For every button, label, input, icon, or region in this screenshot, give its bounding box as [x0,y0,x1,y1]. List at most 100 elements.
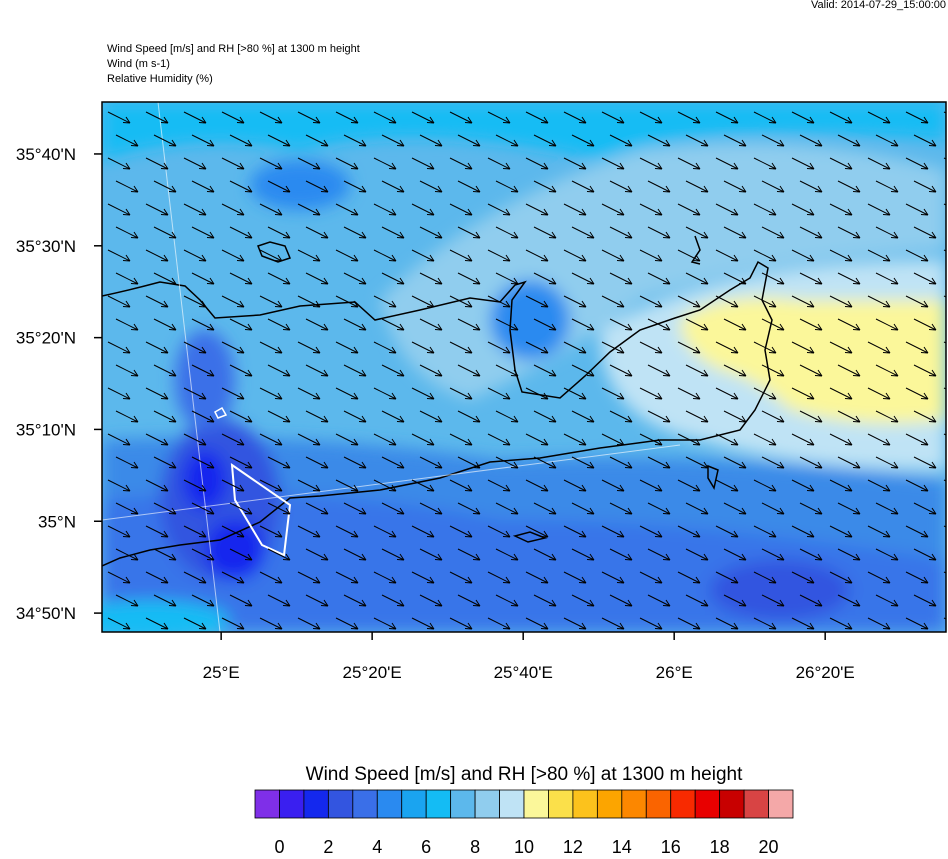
wind-arrow [601,525,625,538]
lon-tick-label: 25°40'E [494,663,553,682]
wind-arrow [715,295,739,308]
lat-tick-label: 35°40'N [16,145,76,164]
wind-arrow [221,157,245,170]
wind-arrow [305,180,329,193]
colorbar-swatch [548,789,574,819]
wind-arrow [533,548,557,561]
wind-arrow [601,203,625,216]
wind-arrow [525,617,549,630]
wind-arrow [875,226,899,239]
wind-arrow [913,318,937,331]
wind-arrow [411,617,435,630]
wind-arrow [381,272,405,285]
wind-arrow [525,111,549,124]
colorbar: 0 2 4 6 8 10 12 14 16 18 20 [254,789,794,857]
wind-arrow [905,111,929,124]
wind-arrow [905,571,929,584]
wind-arrow [525,571,549,584]
wind-arrow [913,180,937,193]
wind-arrow [715,387,739,400]
wind-arrow [829,249,853,262]
wind-arrow [829,157,853,170]
wind-arrow [411,111,435,124]
wind-arrow [571,456,595,469]
wind-arrow [905,203,929,216]
wind-arrow [153,548,177,561]
wind-arrow [791,249,815,262]
wind-arrow [647,364,671,377]
wind-arrow [761,180,785,193]
wind-arrow [153,318,177,331]
wind-arrow [487,249,511,262]
wind-arrow [609,134,633,147]
wind-arrow [381,548,405,561]
wind-arrow [457,548,481,561]
wind-arrow [799,594,823,607]
wind-arrow [639,341,663,354]
wind-arrow [761,318,785,331]
wind-arrow [829,525,853,538]
wind-arrow [419,502,443,515]
wind-arrow [829,295,853,308]
wind-arrow [335,433,359,446]
wind-arrow [601,249,625,262]
wind-arrow [677,433,701,446]
wind-arrow [487,433,511,446]
wind-arrow [381,364,405,377]
wind-arrow [259,387,283,400]
wind-arrow [677,157,701,170]
wind-arrow [107,249,131,262]
wind-arrow [647,226,671,239]
wind-arrow [297,479,321,492]
wind-arrow [267,226,291,239]
colorbar-swatch [327,789,354,819]
colorbar-swatch [254,789,280,819]
wind-arrow [639,249,663,262]
wind-arrow [647,272,671,285]
wind-arrow [639,525,663,538]
wind-arrow [913,226,937,239]
wind-arrows [107,111,946,630]
wind-arrow [381,594,405,607]
wind-arrow [609,272,633,285]
wind-arrow [183,617,207,630]
wind-arrow [229,272,253,285]
colorbar-label: 20 [759,837,779,854]
wind-arrow [221,617,245,630]
wind-arrow [107,295,131,308]
wind-arrow [533,594,557,607]
wind-arrow [335,203,359,216]
wind-arrow [525,525,549,538]
wind-arrow [191,272,215,285]
wind-arrow [753,203,777,216]
wind-arrow [837,456,861,469]
wind-arrow [373,571,397,584]
wind-arrow [799,502,823,515]
wind-arrow [791,525,815,538]
wind-arrow [145,433,169,446]
wind-arrow [449,295,473,308]
title-line: Wind Speed [m/s] and RH [>80 %] at 1300 … [107,43,360,55]
lon-tick-label: 25°20'E [343,663,402,682]
map-field [102,102,946,632]
wind-arrow [229,410,253,423]
wind-arrow [791,157,815,170]
wind-arrow [799,134,823,147]
wind-arrow [411,571,435,584]
wind-arrow [381,226,405,239]
wind-arrow [609,318,633,331]
wind-arrow [107,433,131,446]
wind-arrow [753,111,777,124]
wind-arrow [335,111,359,124]
wind-arrow [487,157,511,170]
wind-arrow [791,387,815,400]
wind-arrow [723,180,747,193]
wind-arrow [419,272,443,285]
wind-arrow [791,341,815,354]
colorbar-swatch [376,789,403,819]
wind-arrow [381,410,405,423]
wind-arrow [685,548,709,561]
wind-arrow [191,456,215,469]
wind-arrow [563,617,587,630]
wind-arrow [837,318,861,331]
